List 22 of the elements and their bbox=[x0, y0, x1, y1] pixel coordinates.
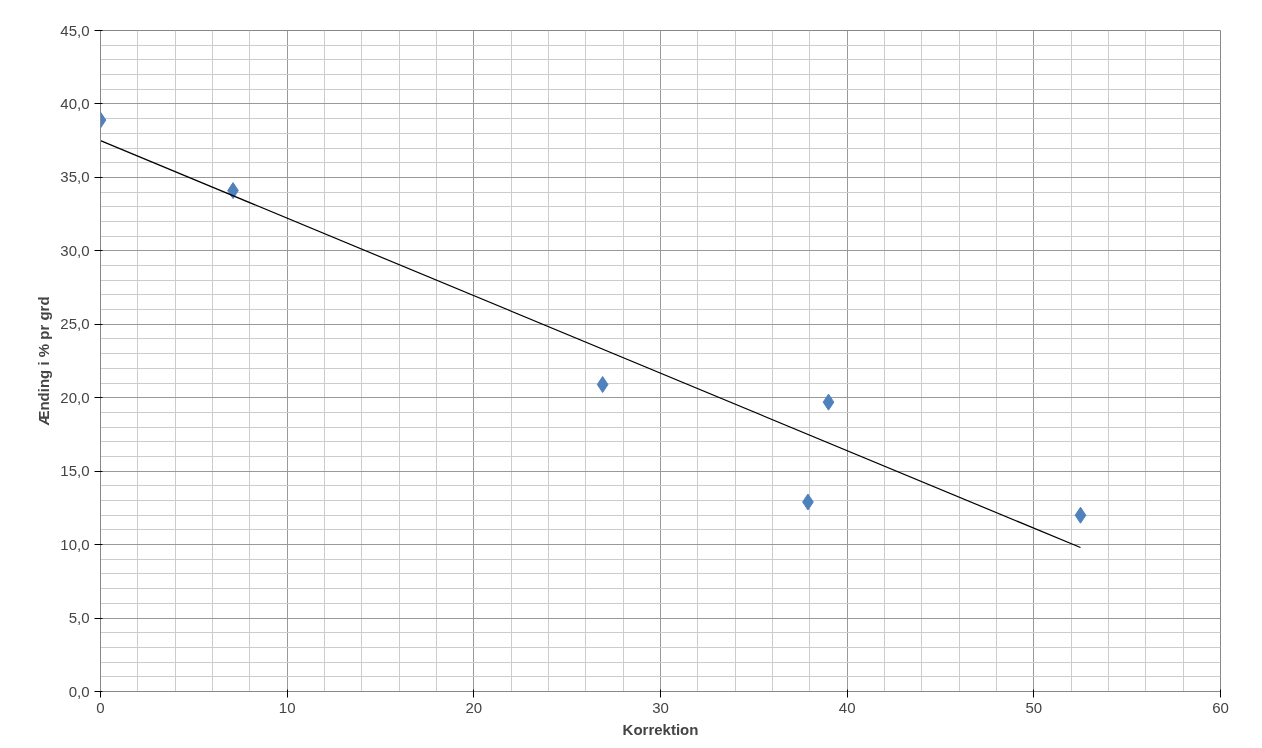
x-tick-label: 40 bbox=[838, 698, 856, 716]
x-tick-label: 20 bbox=[465, 698, 483, 716]
point bbox=[1074, 506, 1087, 524]
y-tick-label: 20,0 bbox=[60, 388, 90, 406]
y-tick-label: 25,0 bbox=[60, 315, 90, 333]
x-axis-title: Korrektion bbox=[622, 720, 699, 738]
y-tick-label: 0,0 bbox=[68, 682, 90, 700]
y-tick-label: 45,0 bbox=[60, 21, 90, 39]
x-tick-label: 60 bbox=[1212, 698, 1229, 716]
point bbox=[822, 393, 835, 411]
x-tick-label: 30 bbox=[652, 698, 669, 716]
point bbox=[596, 376, 609, 393]
y-tick-label: 30,0 bbox=[60, 241, 90, 259]
x-tick-label: 10 bbox=[278, 698, 296, 716]
y-tick-label: 10,0 bbox=[60, 535, 90, 553]
y-tick-label: 5,0 bbox=[68, 609, 90, 627]
y-tick-label: 40,0 bbox=[60, 94, 90, 112]
y-tick-label: 35,0 bbox=[60, 168, 90, 186]
x-tick-label: 0 bbox=[96, 698, 105, 716]
y-tick-label: 15,0 bbox=[60, 462, 90, 480]
x-tick-label: 50 bbox=[1025, 698, 1043, 716]
y-axis-title: Ænding i % pr grd bbox=[35, 296, 53, 426]
